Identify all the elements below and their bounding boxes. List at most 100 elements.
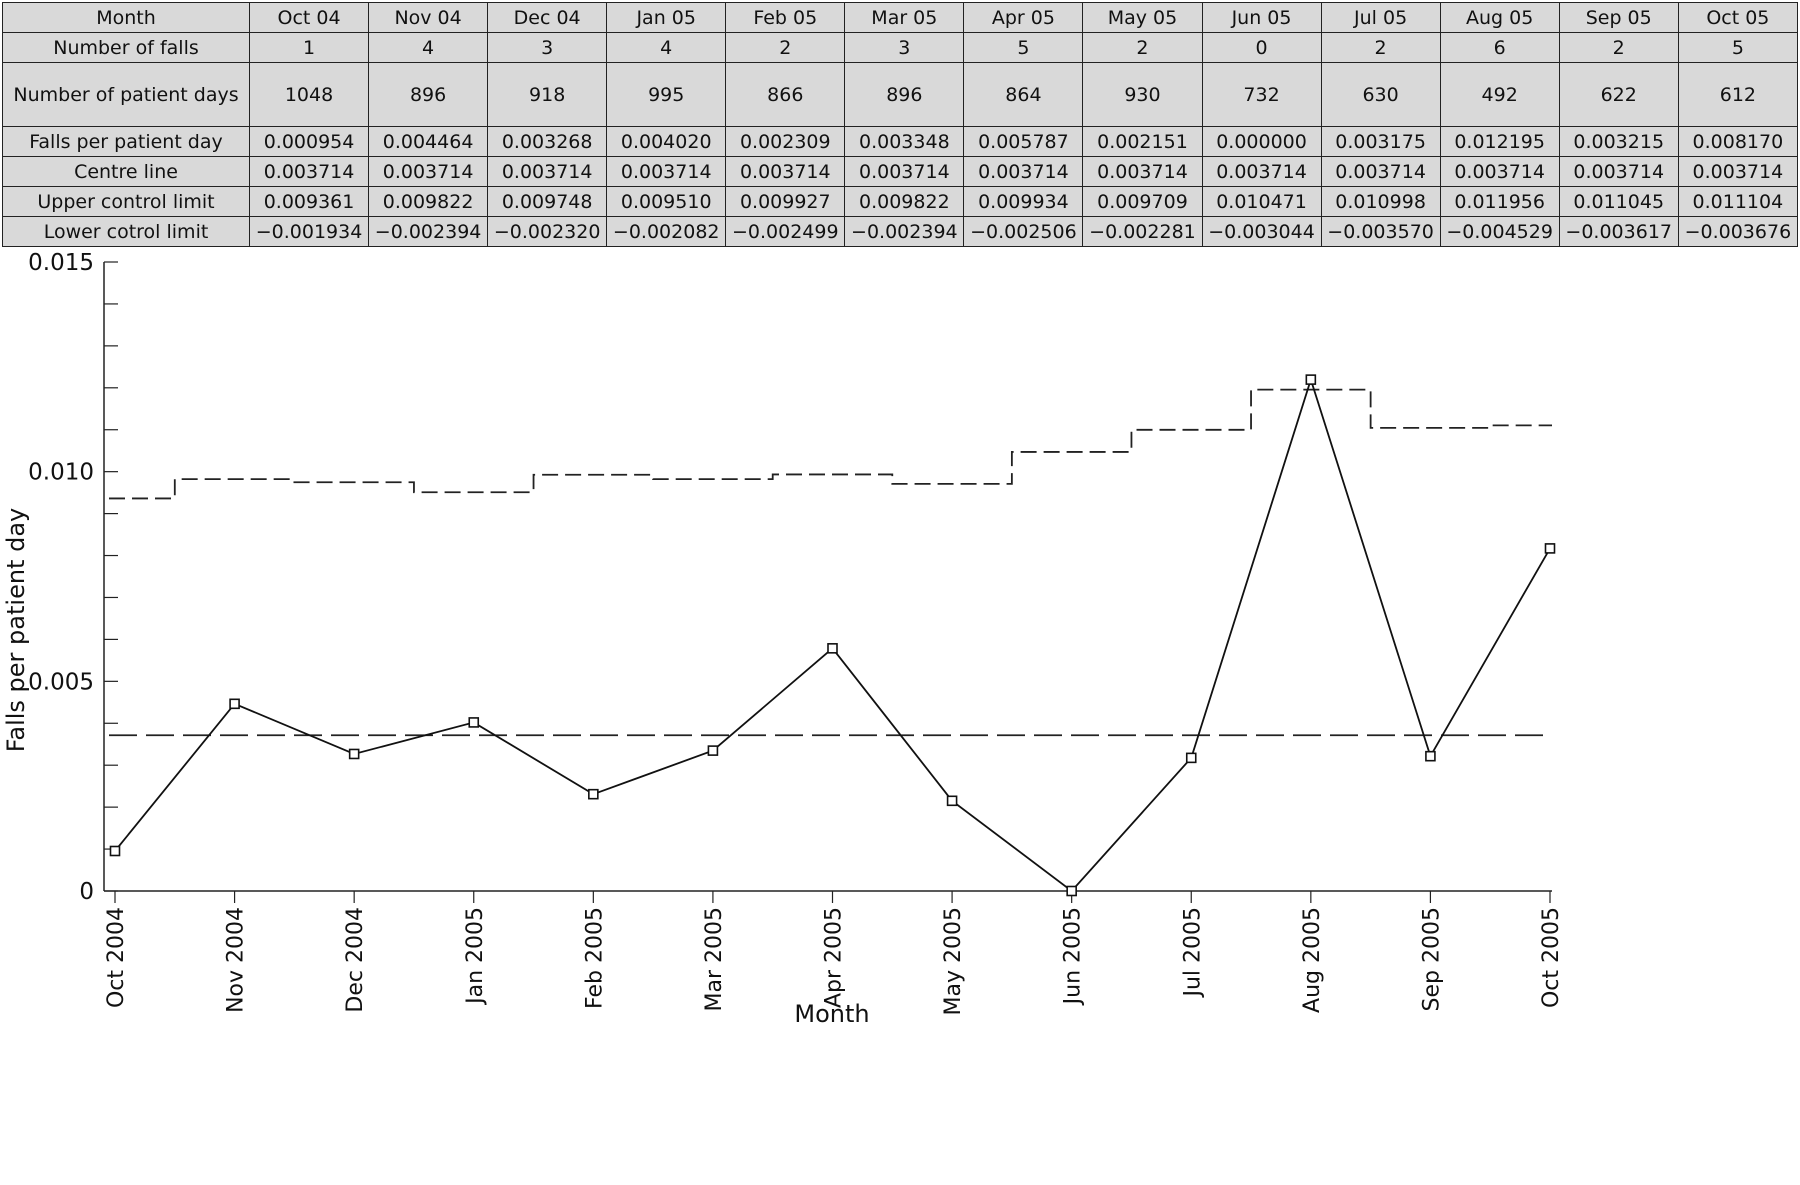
table-cell: May 05 — [1082, 2, 1203, 33]
table-cell: Aug 05 — [1439, 2, 1560, 33]
control-chart: 0 0.005 0.010 0.015 Oct 2004 Nov 2004 Dec 2004… — [2, 250, 1564, 1028]
table-row: Upper control limit 0.009361 0.009822 0.009… — [2, 186, 1799, 217]
y-tick-label: 0 — [79, 879, 94, 905]
y-tick-label: 0.015 — [28, 250, 94, 276]
x-tick-label: Apr 2005 — [822, 907, 847, 1008]
table-cell: 4 — [368, 32, 489, 63]
table-row: Lower cotrol limit −0.001934 −0.002394 −0.0… — [2, 216, 1799, 247]
table-cell: 896 — [844, 62, 965, 127]
x-tick-label: Oct 2004 — [104, 907, 129, 1008]
table-cell: 4 — [606, 32, 727, 63]
data-point — [109, 845, 121, 857]
table-cell: 0.003714 — [963, 156, 1084, 187]
table-cell: Sep 05 — [1558, 2, 1679, 33]
table-cell: 0.003268 — [487, 126, 608, 157]
table-cell: 0.009709 — [1082, 186, 1203, 217]
upper-control-limit-line — [109, 388, 1552, 500]
table-cell: 896 — [368, 62, 489, 127]
x-tick-label: Mar 2005 — [702, 907, 727, 1012]
table-cell: −0.002394 — [368, 216, 489, 247]
table-cell: 2 — [725, 32, 846, 63]
table-cell: 0.012195 — [1439, 126, 1560, 157]
falls-rate-line — [114, 376, 1551, 893]
table-cell: −0.003570 — [1320, 216, 1441, 247]
table-cell: −0.003044 — [1201, 216, 1322, 247]
table-cell: −0.002506 — [963, 216, 1084, 247]
table-cell: −0.002394 — [844, 216, 965, 247]
table-cell: 0.009361 — [248, 186, 370, 217]
table-cell: 0.009822 — [844, 186, 965, 217]
table-cell: 0.009927 — [725, 186, 846, 217]
data-point — [1305, 374, 1317, 385]
table-cell: 0.003714 — [844, 156, 965, 187]
data-point — [348, 748, 360, 760]
data-point — [707, 745, 719, 756]
table-cell: 2 — [1558, 32, 1679, 63]
x-tick-label: Oct 2005 — [1539, 907, 1564, 1008]
table-cell: Mar 05 — [844, 2, 965, 33]
table-cell: 612 — [1677, 62, 1799, 127]
table-cell: 918 — [487, 62, 608, 127]
data-table: Month Oct 04 Nov 04 Dec 04 Jan 05 Feb 05 Mar 0… — [2, 2, 1799, 247]
table-cell: Oct 04 — [248, 2, 370, 33]
table-cell: Jan 05 — [606, 2, 727, 33]
table-cell: 0.000954 — [248, 126, 370, 157]
table-cell: 0.004464 — [368, 126, 489, 157]
table-cell: 0.010998 — [1320, 186, 1441, 217]
table-cell: 0.003714 — [1082, 156, 1203, 187]
row-label: Month — [2, 2, 250, 33]
table-cell: 622 — [1558, 62, 1679, 127]
data-point — [1425, 750, 1436, 762]
x-tick-label: Jul 2005 — [1180, 907, 1205, 999]
y-tick-label: 0.005 — [28, 669, 94, 695]
table-cell: Apr 05 — [963, 2, 1084, 33]
row-label: Number of patient days — [2, 62, 250, 127]
table-cell: 630 — [1320, 62, 1441, 127]
data-point — [1544, 543, 1556, 554]
table-cell: 0.009934 — [963, 186, 1084, 217]
table-cell: 732 — [1201, 62, 1322, 127]
data-point — [1185, 752, 1197, 764]
table-row: Number of falls 1 4 3 4 2 3 5 2 0 2 6 2 5 — [2, 32, 1799, 63]
table-cell: 995 — [606, 62, 727, 127]
table-cell: 1 — [248, 32, 370, 63]
table-cell: 0.009748 — [487, 186, 608, 217]
table-cell: 2 — [1082, 32, 1203, 63]
table-cell: 5 — [963, 32, 1084, 63]
table-cell: 0.011956 — [1439, 186, 1560, 217]
table-cell: 0.011045 — [1558, 186, 1679, 217]
table-cell: 0.003714 — [487, 156, 608, 187]
data-point — [229, 698, 240, 710]
x-tick-label: Sep 2005 — [1419, 907, 1444, 1011]
table-cell: 0.003714 — [725, 156, 846, 187]
table-cell: −0.002281 — [1082, 216, 1203, 247]
table-cell: Jun 05 — [1201, 2, 1322, 33]
table-cell: 5 — [1677, 32, 1799, 63]
table-cell: −0.003617 — [1558, 216, 1679, 247]
table-cell: Dec 04 — [487, 2, 608, 33]
x-tick-label: Feb 2005 — [582, 907, 607, 1009]
table-cell: 866 — [725, 62, 846, 127]
x-tick-label: Jan 2005 — [463, 907, 488, 1006]
data-point — [1066, 885, 1077, 897]
table-cell: 0.004020 — [606, 126, 727, 157]
table-cell: 0.008170 — [1677, 126, 1799, 157]
table-cell: 0.002309 — [725, 126, 846, 157]
table-cell: −0.004529 — [1439, 216, 1560, 247]
y-tick-label: 0.010 — [28, 460, 94, 486]
table-cell: 0.003714 — [1439, 156, 1560, 187]
table-cell: 6 — [1439, 32, 1560, 63]
row-label: Number of falls — [2, 32, 250, 63]
table-row: Month Oct 04 Nov 04 Dec 04 Jan 05 Feb 05 Mar 0… — [2, 2, 1799, 33]
row-label: Falls per patient day — [2, 126, 250, 157]
table-cell: 0.002151 — [1082, 126, 1203, 157]
row-label: Lower cotrol limit — [2, 216, 250, 247]
row-label: Upper control limit — [2, 186, 250, 217]
table-cell: 2 — [1320, 32, 1441, 63]
x-tick-label: Aug 2005 — [1300, 907, 1325, 1013]
table-cell: 1048 — [248, 62, 370, 127]
table-row: Centre line 0.003714 0.003714 0.003714 0.003… — [2, 156, 1799, 187]
table-cell: 930 — [1082, 62, 1203, 127]
data-point — [946, 795, 958, 807]
table-cell: 864 — [963, 62, 1084, 127]
